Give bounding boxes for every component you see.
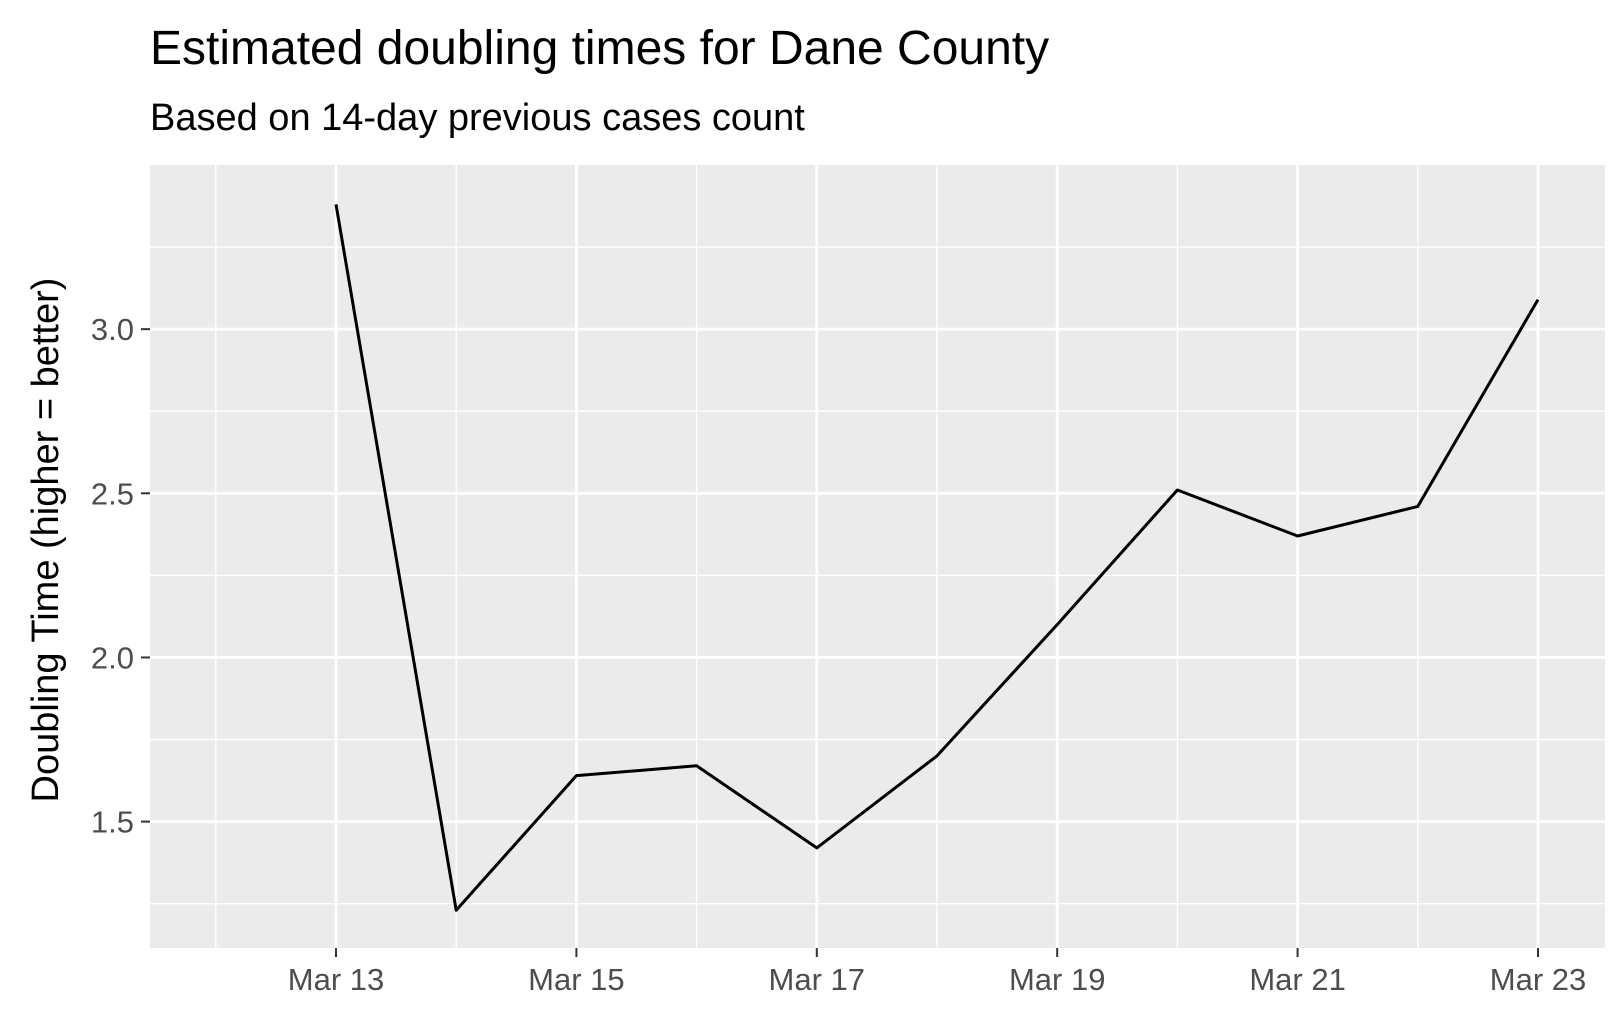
chart-subtitle: Based on 14-day previous cases count [150, 97, 805, 139]
chart-title: Estimated doubling times for Dane County [150, 22, 1049, 75]
y-tick-label: 3.0 [91, 312, 134, 347]
x-tick-label: Mar 23 [1490, 962, 1586, 997]
y-axis-title: Doubling Time (higher = better) [25, 278, 67, 803]
y-tick-label: 2.5 [91, 476, 134, 511]
series-line [334, 204, 1540, 912]
plot-panel [150, 165, 1605, 948]
y-tick-label: 1.5 [91, 805, 134, 840]
x-tick-label: Mar 21 [1249, 962, 1345, 997]
x-tick-label: Mar 19 [1009, 962, 1105, 997]
major-gridlines [150, 165, 1605, 948]
series-layer [334, 204, 1540, 912]
x-axis: Mar 13 Mar 15 Mar 17 Mar 19 Mar 21 Mar 23 [288, 948, 1586, 997]
x-tick-label: Mar 15 [528, 962, 624, 997]
x-tick-label: Mar 13 [288, 962, 384, 997]
minor-gridlines [150, 165, 1605, 948]
y-tick-label: 2.0 [91, 640, 134, 675]
x-tick-label: Mar 17 [769, 962, 865, 997]
y-axis: 1.5 2.0 2.5 3.0 [91, 312, 150, 840]
